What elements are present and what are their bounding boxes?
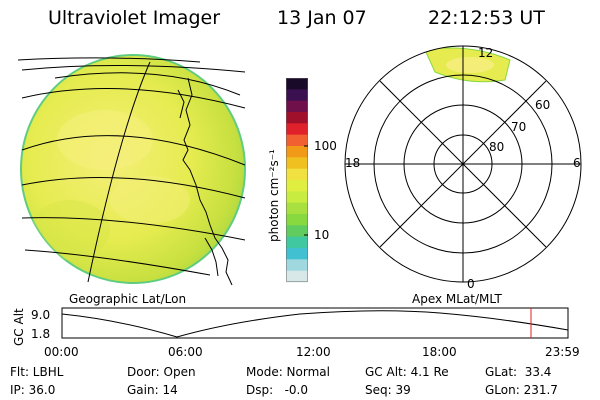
geographic-grid	[17, 57, 246, 283]
date-label: 13 Jan 07	[277, 7, 367, 29]
altitude-x-label-2359: 23:59	[545, 345, 580, 359]
colorbar-strip	[286, 236, 308, 249]
colorbar-strip	[286, 89, 308, 102]
status-door: Door: Open	[127, 365, 196, 379]
altitude-x-label-0600: 06:00	[168, 345, 203, 359]
colorbar-strip	[286, 214, 308, 226]
altitude-y-label-min: 1.8	[31, 327, 51, 341]
colorbar-strip	[286, 270, 308, 283]
status-seq: Seq: 39	[365, 383, 411, 397]
lat-label-60: 60	[535, 98, 551, 112]
colorbar-strip	[286, 191, 308, 204]
status-dsp: Dsp: -0.0	[246, 383, 309, 397]
altitude-axis-title: GC Alt	[12, 308, 26, 346]
mlt-label-12: 12	[478, 46, 494, 60]
colorbar-strip	[286, 180, 308, 192]
altitude-plot-frame	[61, 307, 569, 339]
colorbar-tick-label-100: 100	[314, 139, 337, 153]
colorbar-strip	[286, 248, 308, 260]
coastline	[177, 77, 233, 286]
colorbar-strip	[286, 78, 308, 90]
colorbar-strip	[286, 259, 308, 272]
altitude-x-label-1200: 12:00	[296, 345, 331, 359]
status-glat: GLat: 33.4	[485, 365, 552, 379]
colorbar-strip	[286, 123, 308, 136]
auroral-oval-fragment	[424, 47, 511, 83]
polar-caption: Apex MLat/MLT	[412, 292, 502, 306]
time-label: 22:12:53 UT	[428, 7, 545, 29]
colorbar-strip	[286, 168, 308, 181]
status-filter: Flt: LBHL	[10, 365, 64, 379]
instrument-title: Ultraviolet Imager	[48, 7, 221, 29]
colorbar-strip	[286, 225, 308, 238]
mlt-label-0: 0	[467, 277, 475, 291]
status-mode: Mode: Normal	[246, 365, 330, 379]
emission-texture	[30, 110, 190, 260]
colorbar-strip	[286, 202, 308, 215]
status-gain: Gain: 14	[127, 383, 178, 397]
colorbar-strip	[286, 100, 308, 113]
colorbar-strip	[286, 157, 308, 170]
mlt-label-18: 18	[345, 156, 361, 170]
status-gc-alt: GC Alt: 4.1 Re	[365, 365, 449, 379]
altitude-y-label-max: 9.0	[31, 308, 51, 322]
color-bar	[286, 78, 308, 283]
status-ip: IP: 36.0	[10, 383, 56, 397]
colorbar-strip	[286, 134, 308, 147]
status-glon: GLon: 231.7	[485, 383, 558, 397]
colorbar-strip	[286, 112, 308, 124]
altitude-curve	[61, 310, 569, 338]
mlt-diagonal-b	[379, 80, 547, 248]
colorbar-tick-label-10: 10	[314, 228, 330, 242]
globe-caption: Geographic Lat/Lon	[69, 292, 187, 306]
colorbar-strip	[286, 146, 308, 158]
lat-label-80: 80	[489, 140, 505, 154]
altitude-plot	[61, 307, 569, 339]
polar-plot	[344, 45, 582, 283]
globe-image-panel	[17, 54, 246, 286]
altitude-x-label-1800: 18:00	[422, 345, 457, 359]
altitude-x-label-0000: 00:00	[44, 345, 79, 359]
colorbar-unit-label: photon cm⁻²s⁻¹	[267, 149, 281, 242]
mlt-label-6: 6	[573, 156, 581, 170]
lat-label-70: 70	[511, 120, 527, 134]
